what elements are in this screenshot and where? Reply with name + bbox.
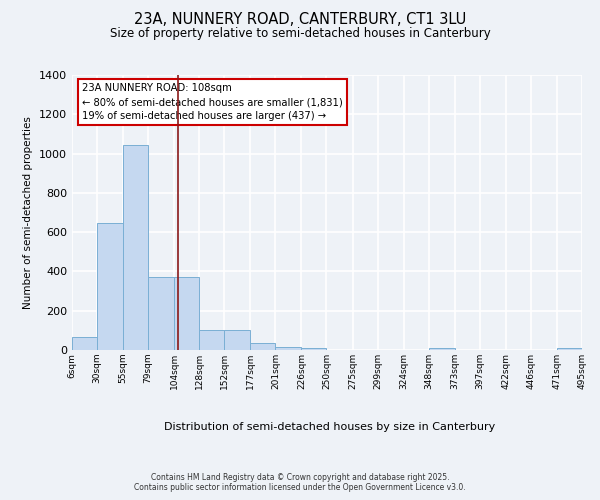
Bar (123, 144, 148, 350)
Text: Contains HM Land Registry data © Crown copyright and database right 2025.: Contains HM Land Registry data © Crown c… (151, 474, 449, 482)
Bar (301, 348, 326, 350)
Bar (199, 330, 224, 350)
Y-axis label: Number of semi-detached properties: Number of semi-detached properties (23, 116, 34, 309)
Bar (557, 348, 582, 350)
Text: Distribution of semi-detached houses by size in Canterbury: Distribution of semi-detached houses by … (164, 422, 496, 432)
Bar (97, 224, 123, 350)
Bar (72, 337, 97, 350)
Bar (148, 278, 174, 350)
Text: 23A NUNNERY ROAD: 108sqm
← 80% of semi-detached houses are smaller (1,831)
19% o: 23A NUNNERY ROAD: 108sqm ← 80% of semi-d… (82, 83, 343, 121)
Bar (275, 347, 301, 350)
Bar (250, 343, 275, 350)
Bar (224, 330, 250, 350)
Bar (174, 278, 199, 350)
Text: 23A, NUNNERY ROAD, CANTERBURY, CT1 3LU: 23A, NUNNERY ROAD, CANTERBURY, CT1 3LU (134, 12, 466, 28)
Text: Contains public sector information licensed under the Open Government Licence v3: Contains public sector information licen… (134, 484, 466, 492)
Text: Size of property relative to semi-detached houses in Canterbury: Size of property relative to semi-detach… (110, 28, 490, 40)
Bar (428, 348, 455, 350)
